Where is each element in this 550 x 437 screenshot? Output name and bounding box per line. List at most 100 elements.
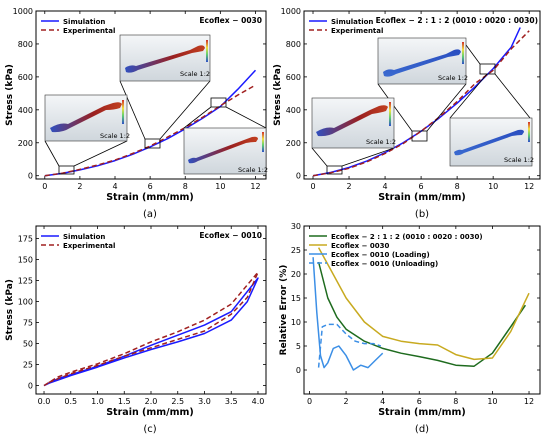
y-tick-label: 400 [286,106,301,115]
x-tick-label: 8 [183,182,188,191]
legend-label: Simulation [63,18,105,26]
panel-c: 0.0 0.5 1.0 1.5 2.0 2.5 3.0 3.5 4.0 0 25 50 75 100 125… [5,225,267,435]
y-axis-label: Stress (kPa) [273,64,283,126]
plot-frame [35,225,267,395]
y-tick-label: 25 [23,361,33,370]
y-tick-label: 1000 [13,7,33,16]
x-axis-label: Strain (mm/mm) [378,407,466,418]
series-line-4 [317,323,382,368]
y-tick-label: 200 [18,139,33,148]
x-tick-label: 0.0 [38,397,51,406]
legend-label: Simulation [331,18,373,26]
legend-label: Ecoflex − 2 : 1 : 2 (0010 : 0020 : 0030) [331,233,483,241]
series-line-1 [317,261,527,367]
series-line-2 [44,84,256,177]
x-tick-label: 0 [42,182,47,191]
x-tick-label: 12 [250,182,260,191]
series-line-2 [43,271,259,387]
panel-label: (d) [415,424,429,435]
x-tick-label: 10 [215,182,225,191]
x-tick-label: 12 [524,182,534,191]
panel-label: (b) [415,209,429,220]
y-tick-label: 20 [291,270,301,279]
y-axis-label: Relative Error (%) [279,265,289,356]
y-tick-label: 30 [291,222,301,231]
inset-right: Scale 1:2 [449,117,534,167]
zoom-callouts [311,44,531,175]
material-annotation: Ecoflex − 0030 [199,16,262,25]
series-line-3 [312,257,384,371]
x-tick-label: 4.0 [252,397,265,406]
y-tick-label: 0 [28,172,33,181]
y-tick-label: 175 [18,235,33,244]
x-tick-label: 6 [417,397,422,406]
x-tick-label: 0.5 [64,397,77,406]
x-tick-label: 8 [453,397,458,406]
y-tick-label: 600 [286,73,301,82]
x-tick-label: 8 [455,182,460,191]
axis-ticks: 0 2 4 6 8 10 12 0 200 400 600 800 1000 [281,7,540,191]
panel-label: (c) [143,424,156,435]
inset-scale-label: Scale 1:2 [180,70,210,78]
series-line-1 [43,277,259,387]
x-tick-label: 10 [488,182,498,191]
legend-label: Experimental [331,27,383,35]
series-line-2 [312,30,530,177]
plot-frame [303,225,541,395]
x-tick-label: 4 [380,397,385,406]
zoom-callouts [44,80,267,175]
y-tick-label: 15 [291,294,301,303]
x-tick-label: 6 [148,182,153,191]
series-group [312,247,530,371]
y-tick-label: 125 [18,277,33,286]
series-line-2 [317,247,530,361]
x-tick-label: 1.0 [91,397,104,406]
x-tick-label: 12 [524,397,534,406]
x-tick-label: 0 [307,397,312,406]
material-annotation: Ecoflex − 2 : 1 : 2 (0010 : 0020 : 0030) [376,16,538,25]
inset-left: Scale 1:2 [311,97,396,149]
y-tick-label: 25 [291,246,301,255]
legend-label: Ecoflex − 0030 [331,242,390,250]
y-axis-label: Stress (kPa) [5,279,15,341]
axis-ticks: 0 2 4 6 8 10 12 0 200 400 600 800 1000 [13,7,266,191]
x-tick-label: 0 [310,182,315,191]
legend-label: Experimental [63,242,115,250]
y-tick-label: 150 [18,256,33,265]
inset-scale-label: Scale 1:2 [100,132,130,140]
x-tick-label: 2.5 [171,397,184,406]
material-annotation: Ecoflex − 0010 [199,231,262,240]
x-tick-label: 3.0 [198,397,211,406]
y-tick-label: 800 [286,40,301,49]
x-tick-label: 6 [419,182,424,191]
y-tick-label: 600 [18,73,33,82]
x-tick-label: 2.0 [145,397,158,406]
y-tick-label: 50 [23,340,33,349]
y-tick-label: 0 [28,382,33,391]
x-tick-label: 10 [487,397,497,406]
y-tick-label: 400 [18,106,33,115]
legend-label: Ecoflex − 0010 (Unloading) [331,260,438,268]
y-tick-label: 10 [291,318,301,327]
x-axis-label: Strain (mm/mm) [378,192,466,203]
x-tick-label: 2 [344,397,349,406]
y-tick-label: 0 [296,172,301,181]
inset-middle: Scale 1:2 [119,34,211,82]
axis-ticks: 0 2 4 6 8 10 12 0 5 10 15 20 25 30 [291,222,540,406]
inset-scale-label: Scale 1:2 [238,166,268,174]
x-tick-label: 2 [77,182,82,191]
inset-scale-label: Scale 1:2 [366,138,396,146]
y-tick-label: 800 [18,40,33,49]
y-tick-label: 75 [23,319,33,328]
y-tick-label: 200 [286,139,301,148]
series-group [44,69,257,177]
y-axis-label: Stress (kPa) [5,64,15,126]
x-tick-label: 2 [346,182,351,191]
legend-label: Ecoflex − 0010 (Loading) [331,251,430,259]
x-axis-label: Strain (mm/mm) [106,407,194,418]
